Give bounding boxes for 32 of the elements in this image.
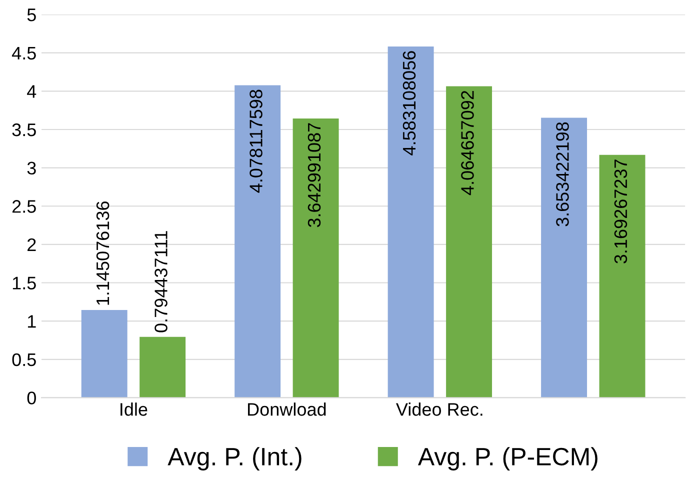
bar	[388, 46, 434, 398]
data-label: 0.794437111	[154, 231, 168, 332]
y-tick-label: 3.5	[12, 123, 36, 136]
y-tick-label: 5	[27, 8, 36, 22]
y-tick-label: 4	[27, 85, 36, 98]
data-label: 4.078117598	[250, 90, 262, 193]
bar	[599, 154, 646, 398]
legend-label: Avg. P. (P-ECM)	[418, 447, 598, 470]
data-label: 1.145076136	[96, 201, 110, 305]
data-label: 4.583108056	[402, 51, 416, 156]
y-tick-label: 1	[28, 315, 36, 328]
y-tick-label: 1.5	[12, 276, 36, 290]
bar	[292, 118, 339, 398]
y-tick-label: 0.5	[12, 353, 36, 366]
y-tick-label: 2	[28, 238, 36, 251]
bar	[446, 86, 492, 398]
bar	[140, 336, 186, 398]
x-tick-label: Idle	[120, 402, 148, 416]
legend-label: Avg. P. (Int.)	[168, 447, 302, 470]
x-tick-label: Donwload	[248, 402, 326, 416]
data-label: 3.642991087	[308, 123, 321, 228]
bar	[81, 310, 128, 398]
bar	[234, 85, 281, 398]
y-tick-label: 3	[27, 162, 36, 175]
x-tick-label: Video Rec.	[396, 402, 482, 416]
data-label: 3.653422198	[556, 122, 569, 226]
data-label: 4.064657092	[461, 90, 474, 196]
y-tick-label: 4.5	[12, 46, 36, 60]
y-tick-label: 2.5	[12, 200, 36, 213]
data-label: 3.169267237	[614, 160, 628, 264]
y-tick-label: 0	[27, 392, 36, 404]
bar	[541, 118, 588, 398]
